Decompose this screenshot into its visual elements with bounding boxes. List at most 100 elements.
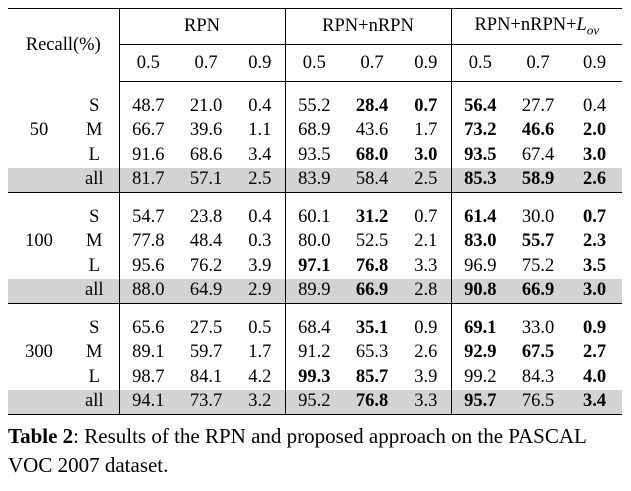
value-cell: 93.5 (284, 143, 344, 168)
value-cell: 93.5 (450, 143, 510, 168)
value-cell: 83.0 (450, 229, 510, 254)
value-cell: 3.0 (414, 144, 438, 165)
value-cell: 85.3 (450, 167, 510, 193)
size-label: M (86, 231, 103, 252)
table-row: all 88.0 64.9 2.9 89.9 66.9 2.8 90.8 66.9 3.0 (8, 278, 623, 304)
table-row: 50 S 48.7 21.0 0.4 55.2 28.4 0.7 56.4 27.7 0.4 (8, 94, 622, 140)
table-row: L 98.7 84.1 4.2 99.3 85.7 3.9 99.2 84.3 4.0 (8, 365, 622, 390)
value-cell: 43.6 (355, 120, 389, 141)
table-row: M 77.8 48.4 0.3 80.0 52.5 2.1 83.0 55.7 2.3 (8, 229, 622, 254)
value-cell: 1.7 (414, 120, 438, 141)
value-cell: 2.6 (414, 342, 438, 363)
value-cell: 3.5 (582, 255, 607, 276)
value-cell: 2.5 (401, 167, 452, 193)
threshold-header: 0.7 (509, 44, 568, 82)
value-cell: 64.9 (177, 278, 235, 304)
value-cell: 56.4 (450, 94, 510, 119)
table-row: M 66.7 39.6 1.1 68.9 43.6 1.7 73.2 46.6 2.0 (8, 118, 622, 143)
value-cell: 76.8 (355, 255, 389, 276)
value-cell: 69.1 (450, 316, 510, 341)
value-cell: 2.9 (235, 278, 286, 304)
value-cell: 33.0 (521, 317, 555, 338)
value-cell: 30.0 (521, 206, 555, 227)
value-cell: 52.5 (355, 231, 389, 252)
size-label: M (86, 342, 103, 363)
value-cell: 76.8 (343, 389, 402, 415)
value-cell: 55.2 (284, 94, 344, 119)
size-label: M (86, 120, 103, 141)
value-cell: 67.5 (521, 342, 555, 363)
shaded-empty-cell (8, 389, 70, 415)
group-header-rpn-nrpn-lov: RPN+nRPN+Lov (450, 8, 623, 45)
size-label: all (70, 389, 119, 415)
size-label: L (88, 255, 100, 276)
value-cell: 2.1 (414, 231, 438, 252)
value-cell: 73.2 (450, 118, 510, 143)
value-cell: 83.9 (284, 167, 344, 193)
value-cell: 92.9 (450, 340, 510, 365)
value-cell: 84.3 (521, 366, 555, 387)
recall-value: 50 (29, 120, 49, 141)
value-cell: 31.2 (355, 206, 389, 227)
value-cell: 48.7 (118, 94, 177, 119)
value-cell: 3.3 (414, 255, 438, 276)
value-cell: 68.0 (355, 144, 389, 165)
value-cell: 46.6 (521, 120, 555, 141)
caption-label: Table 2 (8, 424, 74, 448)
value-cell: 3.4 (248, 144, 272, 165)
value-cell: 97.1 (284, 254, 344, 279)
threshold-header: 0.7 (343, 44, 402, 82)
value-cell: 68.6 (189, 144, 223, 165)
value-cell: 0.3 (248, 231, 272, 252)
value-cell: 2.5 (235, 167, 286, 193)
threshold-header: 0.9 (401, 44, 452, 82)
threshold-header: 0.9 (235, 44, 286, 82)
block-spacer (8, 81, 622, 94)
value-cell: 0.7 (414, 95, 438, 116)
size-label: L (88, 366, 100, 387)
threshold-header: 0.5 (118, 44, 177, 82)
recall-header: Recall(%) (8, 8, 119, 82)
value-cell: 0.5 (248, 317, 272, 338)
loss-subscript: ov (586, 22, 600, 38)
group-header-rpn-nrpn-lov-text: RPN+nRPN+ (474, 14, 577, 35)
table-row: all 94.1 73.7 3.2 95.2 76.8 3.3 95.7 76.5 3.4 (8, 389, 623, 415)
value-cell: 95.2 (284, 389, 344, 415)
table-row: L 95.6 76.2 3.9 97.1 76.8 3.3 96.9 75.2 3.5 (8, 254, 622, 279)
value-cell: 2.7 (582, 342, 607, 363)
value-cell: 58.4 (343, 167, 402, 193)
recall-value: 300 (25, 342, 53, 363)
value-cell: 81.7 (118, 167, 177, 193)
value-cell: 95.6 (118, 254, 177, 279)
size-label: all (70, 278, 119, 304)
value-cell: 91.2 (284, 340, 344, 365)
value-cell: 66.9 (509, 278, 568, 304)
value-cell: 39.6 (189, 120, 223, 141)
value-cell: 2.0 (582, 120, 607, 141)
value-cell: 90.8 (450, 278, 510, 304)
value-cell: 76.2 (189, 255, 223, 276)
value-cell: 4.0 (582, 366, 607, 387)
value-cell: 65.6 (118, 316, 177, 341)
threshold-header: 0.9 (567, 44, 623, 82)
value-cell: 94.1 (118, 389, 177, 415)
value-cell: 60.1 (284, 205, 344, 230)
shaded-empty-cell (8, 167, 70, 193)
table-row: L 91.6 68.6 3.4 93.5 68.0 3.0 93.5 67.4 3.0 (8, 143, 622, 168)
size-label: S (89, 206, 100, 227)
value-cell: 48.4 (189, 231, 223, 252)
threshold-header: 0.5 (450, 44, 510, 82)
block-spacer (8, 192, 623, 205)
value-cell: 68.9 (284, 118, 344, 143)
value-cell: 0.7 (582, 206, 607, 227)
value-cell: 1.1 (248, 120, 272, 141)
value-cell: 66.7 (118, 118, 177, 143)
value-cell: 91.6 (118, 143, 177, 168)
value-cell: 28.4 (355, 95, 389, 116)
value-cell: 59.7 (189, 342, 223, 363)
group-header-rpn-nrpn: RPN+nRPN (284, 8, 452, 45)
value-cell: 1.7 (248, 342, 272, 363)
value-cell: 0.9 (582, 317, 607, 338)
value-cell: 4.2 (248, 366, 272, 387)
value-cell: 99.3 (284, 365, 344, 390)
